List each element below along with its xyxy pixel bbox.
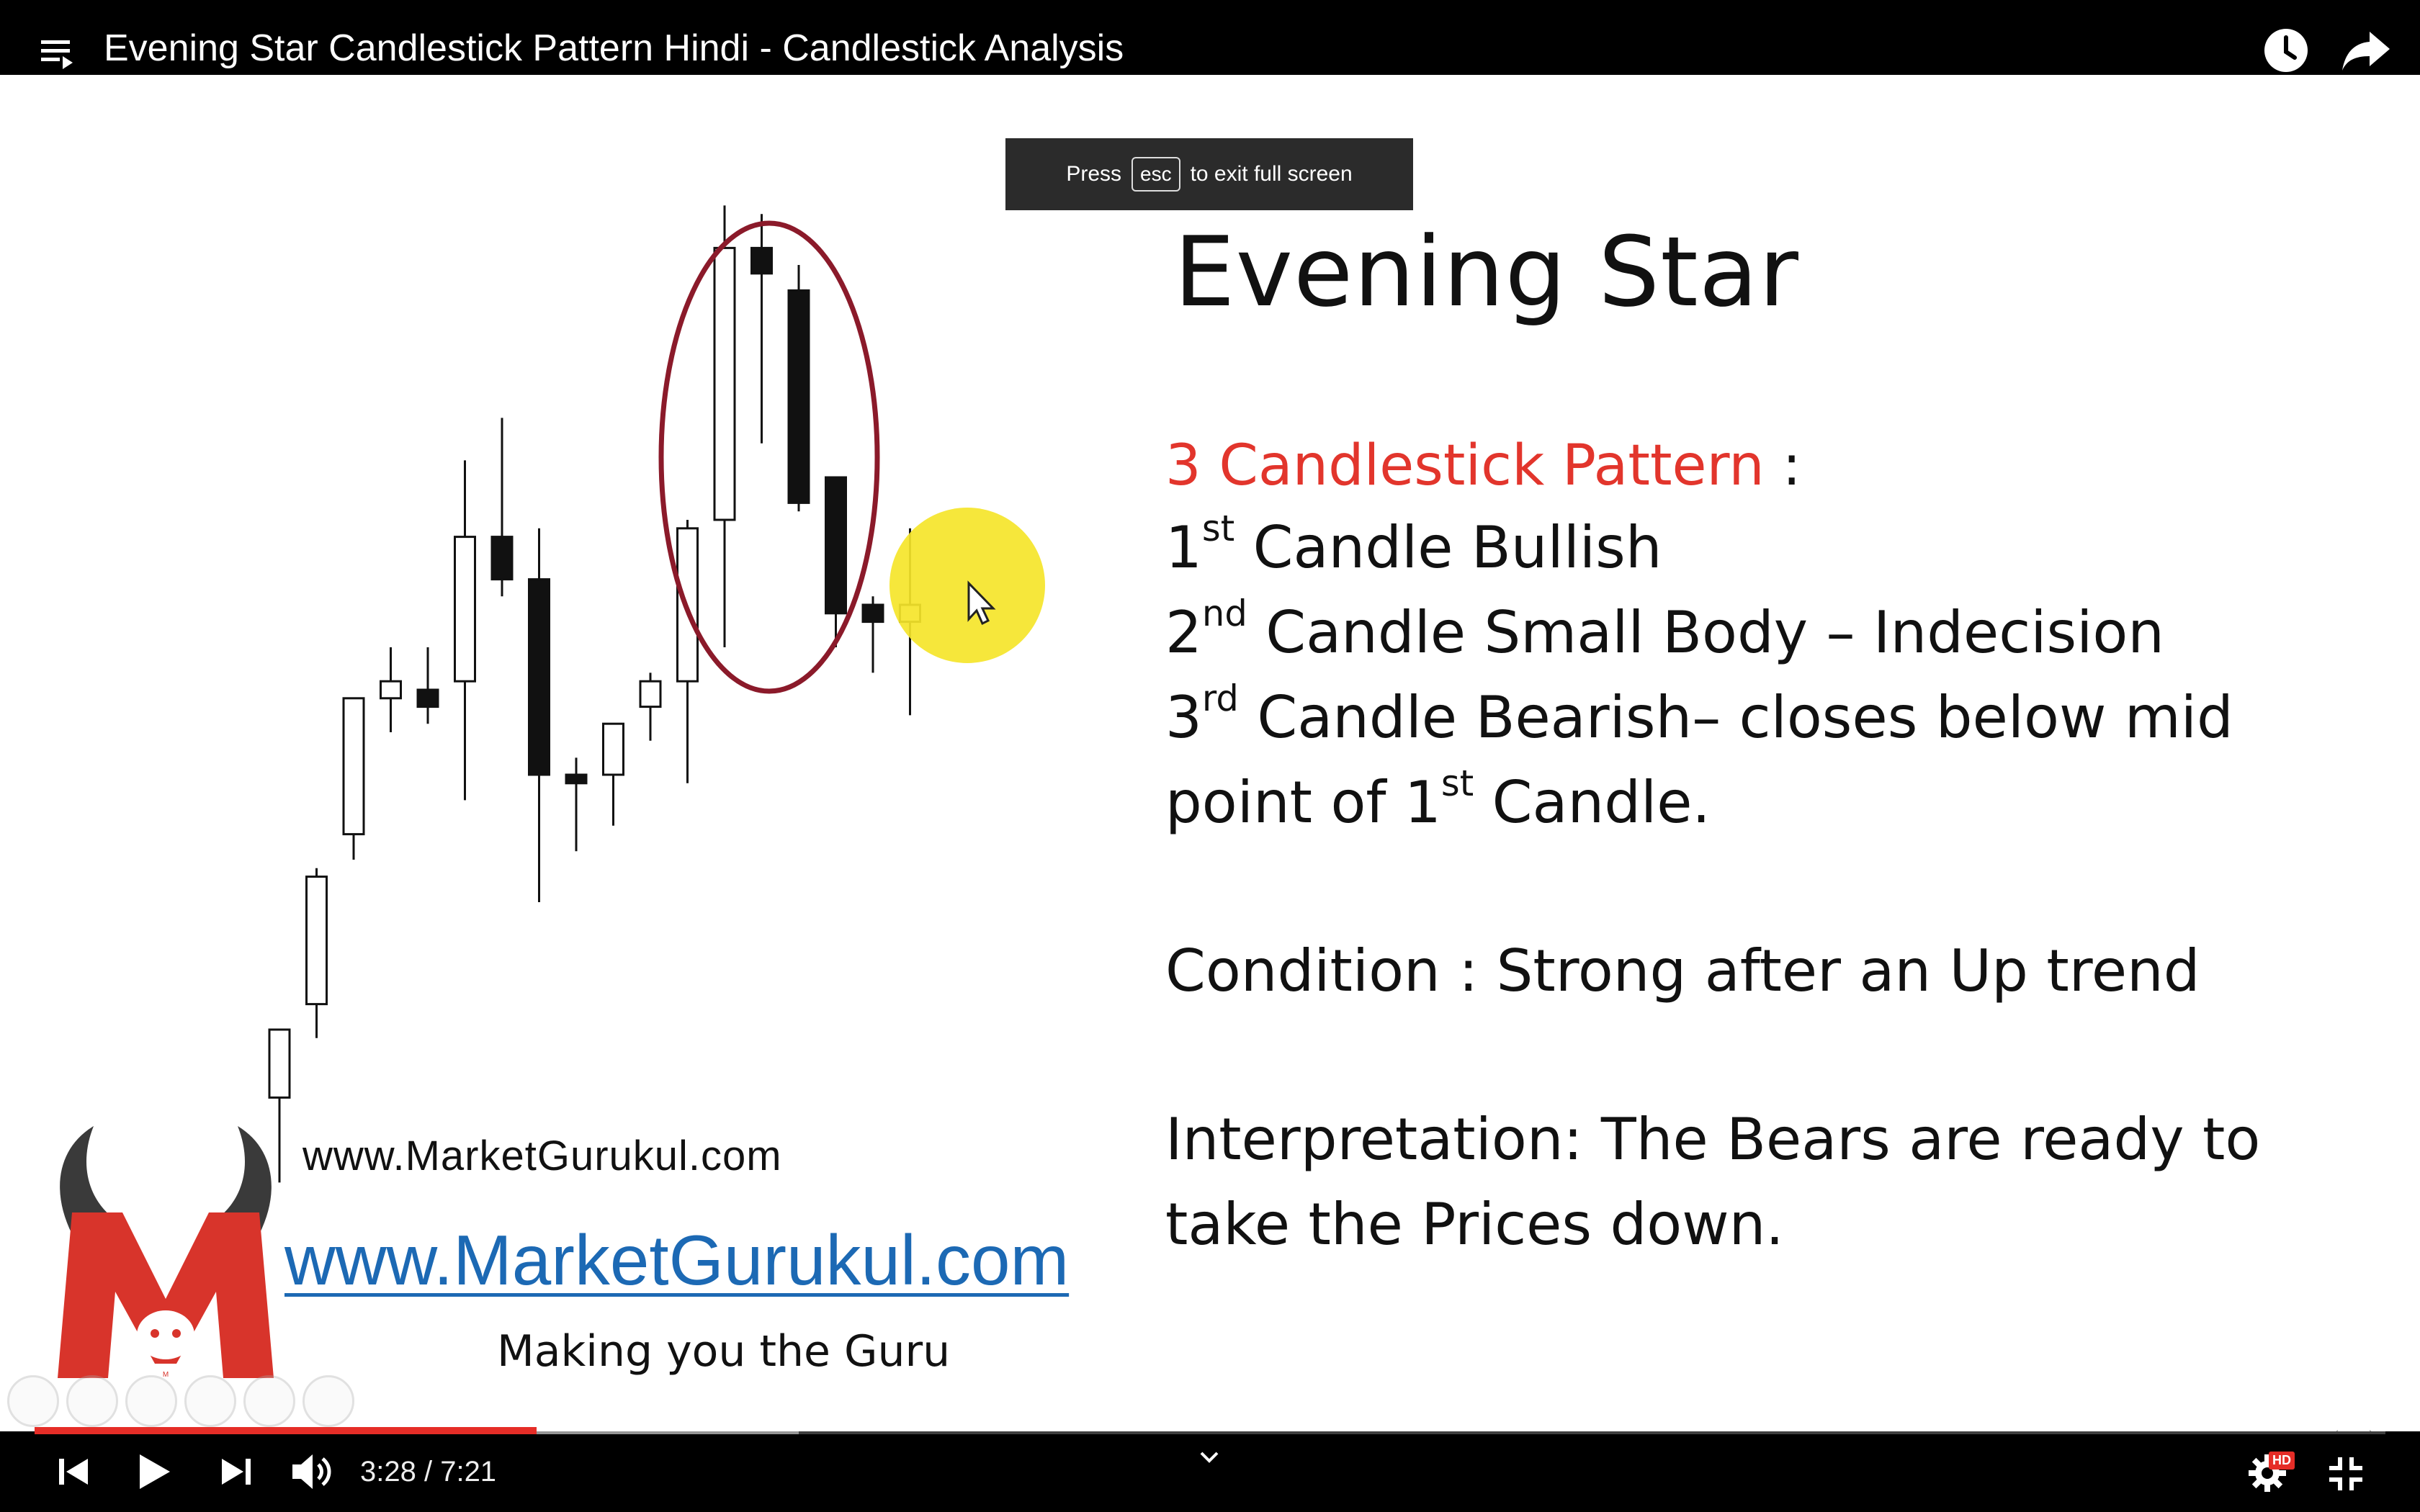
- slide-heading: Evening Star: [1174, 216, 1799, 328]
- bullish-candle-body: [713, 246, 736, 521]
- chevron-down-icon[interactable]: [1198, 1450, 1220, 1464]
- site-url-small: www.MarketGurukul.com: [302, 1133, 782, 1179]
- exit-fullscreen-icon[interactable]: [2328, 1456, 2364, 1492]
- tagline: Making you the Guru: [497, 1326, 951, 1377]
- time-separator: /: [416, 1456, 441, 1488]
- cursor-icon: [967, 580, 996, 626]
- slide-prev-button[interactable]: [7, 1375, 59, 1427]
- clock-icon[interactable]: [2263, 27, 2309, 73]
- video-frame[interactable]: Press esc to exit full screen Evening St…: [0, 75, 2420, 1431]
- point-line-2: 2nd Candle Small Body – Indecision: [1165, 595, 2164, 666]
- line1-text: Candle Bullish: [1234, 514, 1662, 581]
- time-display: 3:28 / 7:21: [360, 1456, 496, 1488]
- line4-pre: point of 1: [1165, 769, 1441, 836]
- line3-num: 3: [1165, 684, 1202, 751]
- condition-line: Condition : Strong after an Up trend: [1165, 937, 2200, 1004]
- line1-sup: st: [1201, 507, 1235, 549]
- bullish-candle-body: [639, 680, 662, 708]
- bullish-candle-body: [268, 1028, 291, 1099]
- channel-watermark-icon[interactable]: [2331, 1428, 2377, 1431]
- line2-text: Candle Small Body – Indecision: [1247, 599, 2164, 666]
- interpretation-line-2: take the Prices down.: [1165, 1191, 1784, 1258]
- share-icon[interactable]: [2341, 29, 2391, 72]
- settings-button[interactable]: HD: [2247, 1452, 2305, 1495]
- time-current: 3:28: [360, 1456, 416, 1488]
- interpretation-line-1: Interpretation: The Bears are ready to: [1165, 1106, 2261, 1173]
- skip-next-icon[interactable]: [220, 1456, 252, 1488]
- cursor-highlight: [889, 508, 1045, 663]
- player-top-bar: Evening Star Candlestick Pattern Hindi -…: [0, 0, 2420, 75]
- line2-num: 2: [1165, 599, 1202, 666]
- pattern-label: 3 Candlestick Pattern: [1165, 433, 1765, 498]
- site-url-link[interactable]: www.MarketGurukul.com: [284, 1220, 1070, 1300]
- time-total: 7:21: [440, 1456, 497, 1488]
- line3-sup: rd: [1201, 677, 1239, 719]
- hd-badge: HD: [2269, 1452, 2295, 1470]
- more-options-button[interactable]: [302, 1375, 354, 1427]
- bullish-candle-body: [602, 722, 624, 776]
- bearish-candle-body: [750, 246, 773, 275]
- pen-tool-button[interactable]: [125, 1375, 177, 1427]
- bullish-candle-body: [342, 697, 365, 836]
- zoom-button[interactable]: [243, 1375, 295, 1427]
- pattern-highlight-ellipse: [658, 220, 880, 694]
- bearish-candle-body: [825, 476, 847, 615]
- skip-previous-icon[interactable]: [58, 1456, 89, 1488]
- slide-toolbar: [7, 1375, 354, 1427]
- pattern-title: 3 Candlestick Pattern :: [1165, 433, 1801, 498]
- progress-played: [35, 1427, 537, 1434]
- line4-text: Candle.: [1474, 769, 1711, 836]
- esc-key: esc: [1131, 157, 1180, 192]
- point-line-3: 3rd Candle Bearish– closes below mid: [1165, 680, 2233, 751]
- marketgurukul-logo: M: [58, 1126, 274, 1378]
- line3-text: Candle Bearish– closes below mid: [1238, 684, 2233, 751]
- toast-suffix: to exit full screen: [1190, 162, 1353, 186]
- volume-icon[interactable]: [291, 1453, 336, 1490]
- bullish-candle-body: [380, 680, 402, 700]
- point-line-4: point of 1st Candle.: [1165, 765, 1711, 836]
- bearish-candle-body: [416, 688, 439, 708]
- line1-num: 1: [1165, 514, 1202, 581]
- bearish-candle-body: [787, 289, 810, 504]
- logo-letter: M: [163, 1371, 169, 1378]
- bullish-candle-body: [305, 876, 328, 1006]
- toast-press: Press: [1066, 162, 1121, 186]
- bullish-candle-body: [454, 536, 476, 683]
- bearish-candle-body: [565, 773, 588, 785]
- bearish-candle-body: [861, 603, 884, 624]
- pattern-colon: :: [1764, 433, 1801, 498]
- play-icon[interactable]: [137, 1453, 173, 1490]
- player-controls: 3:28 / 7:21 HD: [0, 1434, 2420, 1512]
- slide-next-button[interactable]: [66, 1375, 118, 1427]
- point-line-1: 1st Candle Bullish: [1165, 510, 1662, 581]
- line4-sup: st: [1440, 762, 1474, 804]
- slides-grid-button[interactable]: [184, 1375, 236, 1427]
- playlist-icon[interactable]: [40, 36, 76, 71]
- video-title[interactable]: Evening Star Candlestick Pattern Hindi -…: [104, 27, 1124, 69]
- line2-sup: nd: [1201, 592, 1247, 634]
- exit-fullscreen-toast: Press esc to exit full screen: [1005, 138, 1413, 210]
- progress-bar[interactable]: [35, 1427, 2385, 1434]
- bearish-candle-body: [490, 536, 514, 581]
- bearish-candle-body: [528, 578, 550, 776]
- candlestick-illustration: [268, 205, 1045, 1183]
